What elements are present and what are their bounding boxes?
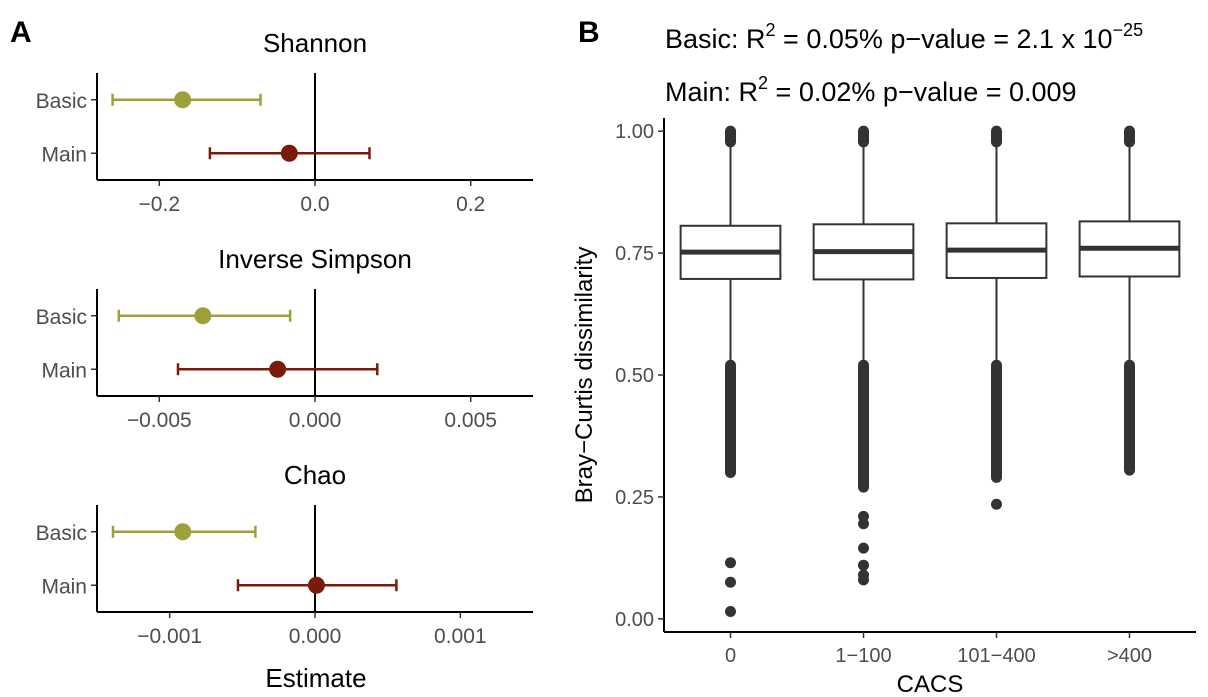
forest-plot-shannon: Shannon −0.2 0.0 0.2 Basic Main bbox=[36, 28, 533, 216]
main-stats-line: Main: R2 = 0.02% p−value = 0.009 bbox=[665, 73, 1077, 107]
x-tick-label-1-100: 1−100 bbox=[835, 645, 891, 667]
x-tick-label-400: >400 bbox=[1107, 645, 1152, 667]
boxplot: 0.00 0.25 0.50 0.75 1.00 CACS Bray−Curtis diss… bbox=[571, 118, 1196, 697]
outlier-point-1-100 bbox=[858, 559, 869, 571]
y-tick-label: 1.00 bbox=[615, 121, 654, 143]
x-tick-label-0: 0 bbox=[725, 645, 736, 667]
x-axis-label: CACS bbox=[897, 671, 964, 697]
panel-b-tag: B bbox=[578, 16, 600, 49]
estimate-point-main bbox=[307, 576, 325, 594]
x-tick-label: 0.000 bbox=[289, 625, 342, 648]
y-tick-label: 0.00 bbox=[615, 609, 654, 631]
basic-stats-line: Basic: R2 = 0.05% p−value = 2.1 x 10−25 bbox=[665, 20, 1143, 54]
estimate-point-basic bbox=[174, 523, 192, 541]
outlier-point-1-100 bbox=[858, 518, 869, 530]
outlier-point-1-100 bbox=[858, 542, 869, 554]
panel-a-tag: A bbox=[10, 16, 32, 49]
x-tick-label: 0.005 bbox=[444, 409, 497, 432]
forest-title-shannon: Shannon bbox=[263, 28, 367, 58]
forest-plot-chao: Chao −0.001 0.000 0.001 Basic Main bbox=[36, 460, 533, 648]
x-tick-label: 0.2 bbox=[456, 193, 485, 216]
y-tick-label-main: Main bbox=[41, 359, 87, 382]
forest-title-inverse-simpson: Inverse Simpson bbox=[218, 244, 412, 274]
forest-plot-inverse-simpson: Inverse Simpson −0.005 0.000 0.005 Basic Main bbox=[36, 244, 533, 432]
outlier-point-0 bbox=[725, 606, 736, 618]
y-tick-label-basic: Basic bbox=[36, 306, 87, 329]
y-axis-label: Bray−Curtis dissimilarity bbox=[571, 247, 598, 504]
x-tick-label-101-400: 101−400 bbox=[957, 645, 1035, 667]
y-tick-label-basic: Basic bbox=[36, 522, 87, 545]
outlier-point-0 bbox=[725, 576, 736, 588]
x-tick-label: −0.001 bbox=[137, 625, 202, 648]
x-tick-label: −0.005 bbox=[127, 409, 192, 432]
y-tick-label: 0.75 bbox=[615, 243, 654, 265]
estimate-point-main bbox=[280, 144, 298, 162]
panel-a-x-axis-label: Estimate bbox=[265, 663, 366, 693]
x-tick-label: 0.001 bbox=[434, 625, 487, 648]
y-tick-label-main: Main bbox=[41, 575, 87, 598]
outlier-point-101-400 bbox=[991, 498, 1002, 510]
y-tick-label-main: Main bbox=[41, 143, 87, 166]
y-tick-label: 0.25 bbox=[615, 487, 654, 509]
x-tick-label: −0.2 bbox=[139, 193, 180, 216]
estimate-point-main bbox=[269, 360, 287, 378]
forest-title-chao: Chao bbox=[284, 460, 346, 490]
outlier-point-0 bbox=[725, 557, 736, 569]
x-tick-label: 0.000 bbox=[289, 409, 342, 432]
estimate-point-basic bbox=[194, 307, 212, 325]
outlier-point-1-100 bbox=[858, 574, 869, 586]
y-tick-label-basic: Basic bbox=[36, 90, 87, 113]
estimate-point-basic bbox=[174, 91, 192, 109]
y-tick-label: 0.50 bbox=[615, 365, 654, 387]
x-tick-label: 0.0 bbox=[300, 193, 329, 216]
